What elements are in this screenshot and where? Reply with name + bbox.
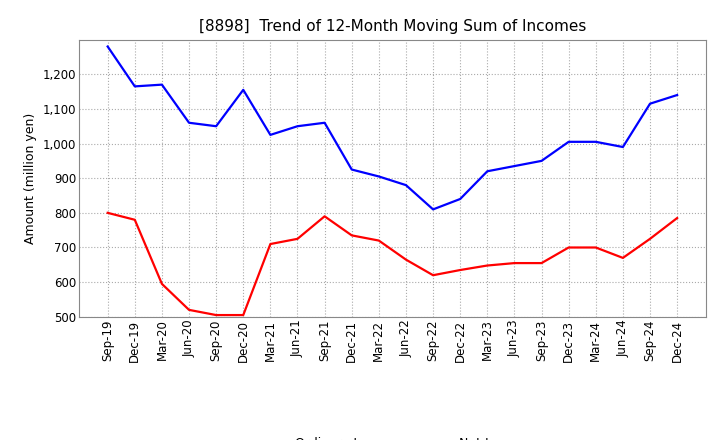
Net Income [591,245,600,250]
Ordinary Income [348,167,356,172]
Net Income [510,260,518,266]
Net Income [672,216,681,221]
Ordinary Income [510,163,518,169]
Net Income [537,260,546,266]
Line: Ordinary Income: Ordinary Income [108,47,677,209]
Net Income [374,238,383,243]
Ordinary Income [104,44,112,49]
Net Income [185,307,194,312]
Ordinary Income [185,120,194,125]
Net Income [402,257,410,262]
Net Income [618,255,627,260]
Ordinary Income [564,139,573,144]
Ordinary Income [672,92,681,98]
Net Income [348,233,356,238]
Net Income [130,217,139,222]
Net Income [104,210,112,216]
Net Income [564,245,573,250]
Ordinary Income [130,84,139,89]
Ordinary Income [239,87,248,92]
Ordinary Income [428,207,437,212]
Ordinary Income [591,139,600,144]
Net Income [646,236,654,242]
Ordinary Income [212,124,220,129]
Ordinary Income [537,158,546,164]
Ordinary Income [456,196,464,202]
Net Income [158,281,166,286]
Ordinary Income [320,120,329,125]
Y-axis label: Amount (million yen): Amount (million yen) [24,113,37,244]
Ordinary Income [402,183,410,188]
Ordinary Income [374,174,383,179]
Net Income [212,312,220,318]
Ordinary Income [293,124,302,129]
Ordinary Income [158,82,166,87]
Net Income [456,268,464,273]
Ordinary Income [646,101,654,106]
Net Income [293,236,302,242]
Legend: Ordinary Income, Net Income: Ordinary Income, Net Income [248,432,536,440]
Line: Net Income: Net Income [108,213,677,315]
Net Income [483,263,492,268]
Net Income [266,242,275,247]
Ordinary Income [618,144,627,150]
Ordinary Income [483,169,492,174]
Net Income [428,272,437,278]
Net Income [239,312,248,318]
Title: [8898]  Trend of 12-Month Moving Sum of Incomes: [8898] Trend of 12-Month Moving Sum of I… [199,19,586,34]
Net Income [320,214,329,219]
Ordinary Income [266,132,275,138]
